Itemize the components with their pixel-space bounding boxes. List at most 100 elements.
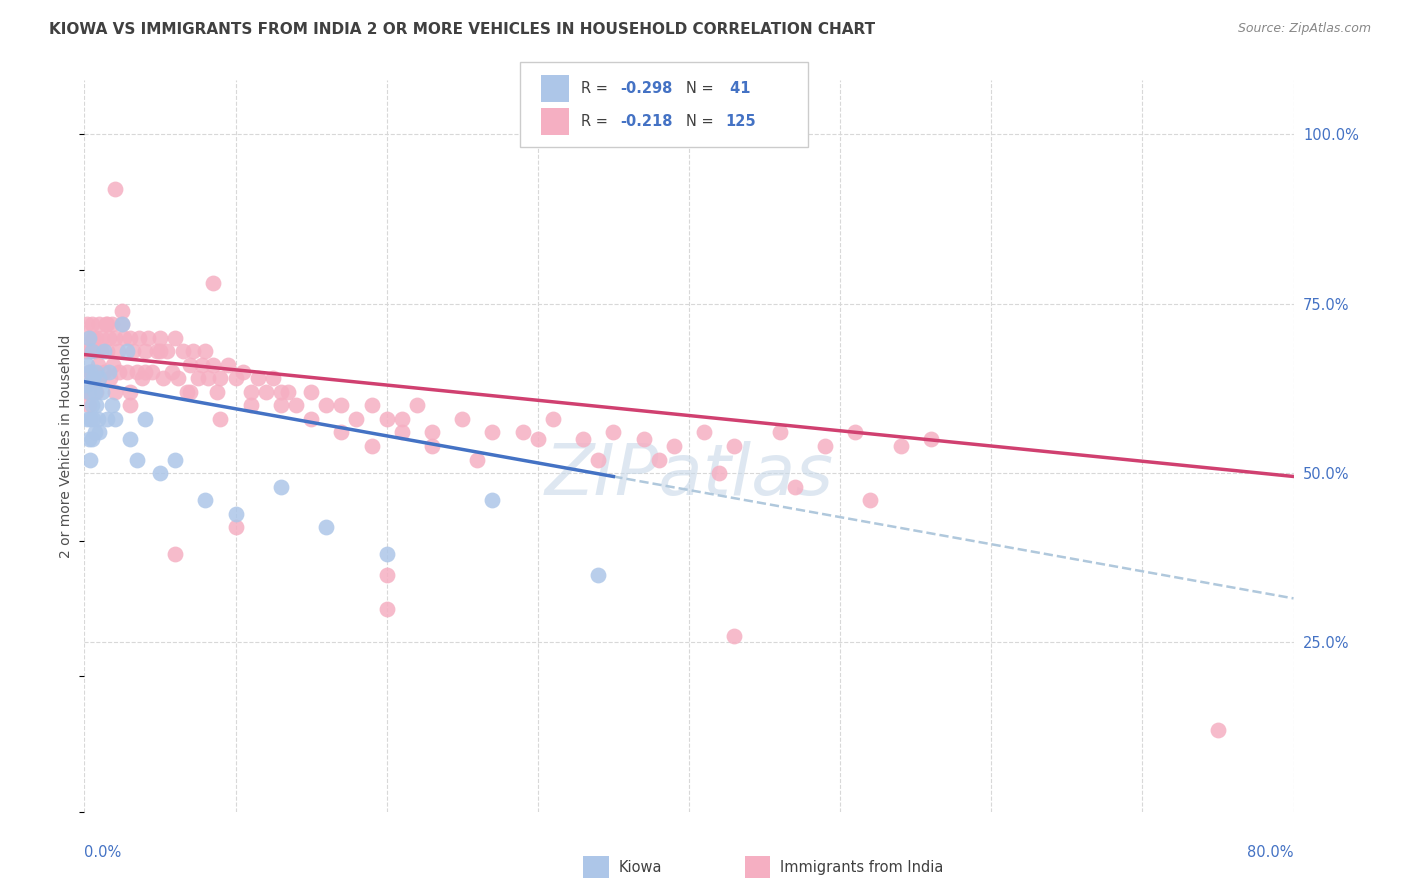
Point [75, 344, 97, 359]
Point [360, 398, 382, 412]
Point [115, 364, 138, 378]
Point [375, 412, 398, 426]
Point [191, 358, 214, 372]
Point [77, 331, 100, 345]
Point [330, 425, 353, 440]
Point [588, 567, 610, 582]
Point [420, 425, 443, 440]
Text: 125: 125 [725, 114, 756, 129]
Point [270, 384, 292, 399]
Point [89, 371, 111, 385]
Point [79, 412, 101, 426]
Point [97, 331, 120, 345]
Point [1206, 723, 1229, 738]
Point [141, 364, 163, 378]
Point [89, 425, 111, 440]
Point [104, 384, 127, 399]
Y-axis label: 2 or more Vehicles in Household: 2 or more Vehicles in Household [59, 334, 73, 558]
Point [79, 364, 101, 378]
Point [84, 371, 107, 385]
Point [152, 371, 174, 385]
Point [572, 432, 595, 446]
Point [167, 371, 190, 385]
Point [299, 384, 322, 399]
Point [165, 331, 187, 345]
Point [90, 344, 112, 359]
Point [217, 358, 239, 372]
Point [93, 364, 115, 378]
Point [79, 452, 101, 467]
Point [77, 384, 100, 399]
Point [76, 358, 98, 372]
Point [76, 412, 98, 426]
Point [86, 384, 108, 399]
Point [285, 398, 308, 412]
Point [87, 412, 110, 426]
Point [160, 364, 183, 378]
Point [134, 412, 156, 426]
Point [127, 452, 149, 467]
Point [181, 344, 204, 359]
Text: R =: R = [581, 80, 612, 95]
Point [89, 371, 111, 385]
Point [89, 317, 111, 331]
Point [209, 371, 232, 385]
Point [156, 344, 179, 359]
Point [330, 398, 353, 412]
Point [194, 493, 217, 508]
Point [82, 331, 104, 345]
Point [77, 432, 100, 446]
Point [588, 452, 610, 467]
Point [80, 317, 103, 331]
Point [633, 432, 655, 446]
Point [225, 371, 247, 385]
Point [527, 432, 550, 446]
Text: 41: 41 [725, 80, 751, 95]
Text: Source: ZipAtlas.com: Source: ZipAtlas.com [1237, 22, 1371, 36]
Point [783, 480, 806, 494]
Text: 80.0%: 80.0% [1247, 845, 1294, 860]
Point [146, 344, 169, 359]
Point [76, 317, 98, 331]
Point [77, 364, 100, 378]
Point [201, 358, 224, 372]
Point [86, 331, 108, 345]
Point [77, 331, 100, 345]
Point [104, 181, 127, 195]
Point [451, 412, 474, 426]
Point [107, 344, 129, 359]
Point [82, 371, 104, 385]
Point [94, 317, 117, 331]
Point [187, 371, 209, 385]
Point [194, 344, 217, 359]
Point [91, 384, 114, 399]
Point [277, 384, 299, 399]
Point [111, 317, 134, 331]
Point [111, 317, 134, 331]
Text: ZIPatlas: ZIPatlas [544, 441, 834, 509]
Point [96, 412, 118, 426]
Point [82, 384, 104, 399]
Point [131, 371, 153, 385]
Point [100, 398, 122, 412]
Point [149, 331, 172, 345]
Point [512, 425, 534, 440]
Point [346, 412, 368, 426]
Point [134, 364, 156, 378]
Point [299, 412, 322, 426]
Text: 0.0%: 0.0% [84, 845, 121, 860]
Point [86, 364, 108, 378]
Point [97, 364, 120, 378]
Point [108, 364, 131, 378]
Point [80, 364, 103, 378]
Point [197, 371, 219, 385]
Point [920, 432, 942, 446]
Point [75, 378, 97, 392]
Point [270, 398, 292, 412]
Point [723, 439, 745, 453]
Text: N =: N = [686, 114, 718, 129]
Point [602, 425, 624, 440]
Point [134, 344, 156, 359]
Point [118, 398, 141, 412]
Point [101, 358, 124, 372]
